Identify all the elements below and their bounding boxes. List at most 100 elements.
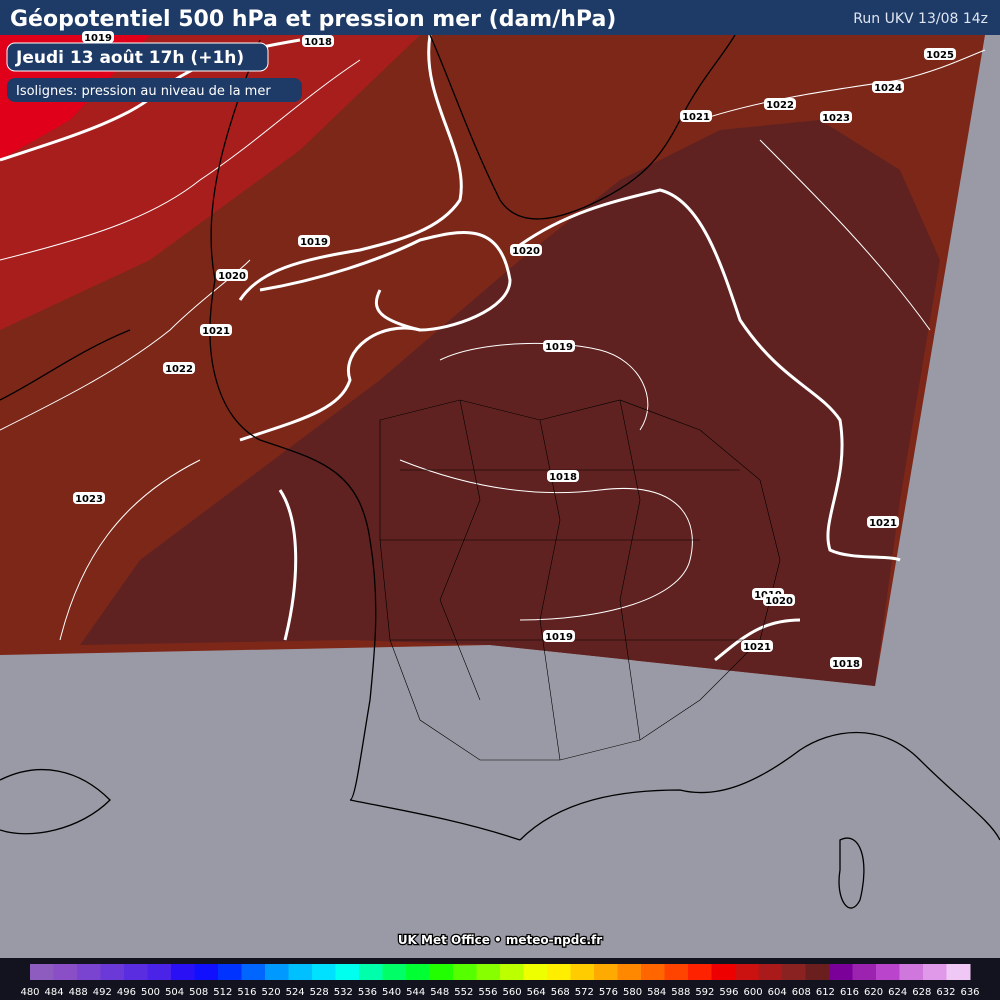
colorbar-swatch <box>100 964 125 980</box>
colorbar-label: 632 <box>936 987 955 998</box>
colorbar-label: 496 <box>117 987 136 998</box>
colorbar-label: 636 <box>960 987 979 998</box>
isobar-label-box <box>830 657 862 669</box>
isobar-label: 1021 <box>743 642 771 653</box>
isobar-label-box <box>216 269 248 281</box>
colorbar-swatch <box>570 964 595 980</box>
isobar <box>59 459 201 641</box>
isobar-label-box <box>543 630 575 642</box>
isobar-label: 1021 <box>682 112 710 123</box>
colorbar: 480 484 488 492 496 500 504 508 512 516 520 524 528 5… <box>20 964 980 998</box>
colorbar-label: 616 <box>840 987 859 998</box>
header-bar <box>0 0 1000 35</box>
isobar-label: 1022 <box>165 364 193 375</box>
colorbar-swatch <box>782 964 806 980</box>
coast <box>519 731 1000 841</box>
colorbar-swatch <box>500 964 524 980</box>
isobar-label-box <box>302 35 334 47</box>
colorbar-swatch <box>171 964 195 980</box>
colorbar-swatch <box>429 964 454 980</box>
colorbar-swatch <box>406 964 430 980</box>
isobar-label-box <box>510 244 542 256</box>
isobar-label: 1019 <box>84 33 112 44</box>
colorbar-label: 540 <box>382 987 401 998</box>
coast <box>209 39 521 841</box>
isobar-label-box <box>82 31 114 43</box>
isobar-label: 1019 <box>545 632 573 643</box>
coast <box>0 329 131 401</box>
colorbar-swatch <box>711 964 736 980</box>
colorbar-label: 532 <box>334 987 353 998</box>
isobar <box>519 188 901 562</box>
colorbar-label: 564 <box>527 987 546 998</box>
colorbar-label: 568 <box>551 987 570 998</box>
colorbar-label: 556 <box>478 987 497 998</box>
departments <box>379 399 781 761</box>
date-label: Jeudi 13 août 17h (+1h) <box>15 48 244 68</box>
colorbar-swatch <box>476 964 501 980</box>
colorbar-label: 524 <box>286 987 305 998</box>
subtitle: Isolignes: pression au niveau de la mer <box>16 84 271 99</box>
colorbar-label: 596 <box>719 987 738 998</box>
field-588 <box>0 35 420 330</box>
border <box>380 399 760 761</box>
colorbar-label: 628 <box>912 987 931 998</box>
colorbar-label: 600 <box>744 987 763 998</box>
colorbar-swatch <box>594 964 618 980</box>
isobar-label-box <box>867 516 899 528</box>
colorbar-label: 608 <box>792 987 811 998</box>
date-pill <box>6 42 269 72</box>
coast <box>0 768 111 835</box>
isobars <box>0 34 986 662</box>
colorbar-swatch <box>923 964 947 980</box>
colorbar-swatch <box>124 964 148 980</box>
colorbar-label: 500 <box>141 987 160 998</box>
colorbar-swatch <box>241 964 266 980</box>
isobar-label: 1019 <box>300 237 328 248</box>
coast <box>838 837 865 909</box>
colorbar-label: 612 <box>816 987 835 998</box>
colorbar-label: 560 <box>503 987 522 998</box>
isobar <box>759 139 931 331</box>
isobar-label-box <box>73 492 105 504</box>
colorbar-swatch <box>852 964 877 980</box>
isobar-label: 1018 <box>549 472 577 483</box>
colorbar-swatch <box>805 964 830 980</box>
isobar-label: 1025 <box>926 50 954 61</box>
isobar-label: 1018 <box>304 37 332 48</box>
colorbar-swatch <box>53 964 78 980</box>
colorbar-label: 516 <box>237 987 256 998</box>
colorbar-swatch <box>335 964 360 980</box>
isobar <box>399 459 693 621</box>
colorbar-swatch <box>288 964 313 980</box>
colorbar-swatch <box>876 964 900 980</box>
colorbar-label: 588 <box>671 987 690 998</box>
isobar <box>0 259 251 431</box>
colorbar-swatch <box>946 964 971 980</box>
colorbar-label: 572 <box>575 987 594 998</box>
isobar-label: 1020 <box>218 271 246 282</box>
colorbar-label: 484 <box>45 987 64 998</box>
isobar-label: 1023 <box>75 494 103 505</box>
colorbar-swatch <box>523 964 548 980</box>
colorbar-label: 580 <box>623 987 642 998</box>
isobar <box>714 618 801 662</box>
colorbar-label: 520 <box>261 987 280 998</box>
isobar-label-box <box>763 594 795 606</box>
coast <box>429 34 736 220</box>
colorbar-swatch <box>382 964 407 980</box>
colorbar-label: 584 <box>647 987 666 998</box>
isobar-label-box <box>764 98 796 110</box>
isobar-label: 1020 <box>765 596 793 607</box>
isobar-label-box <box>741 640 773 652</box>
colorbar-label: 604 <box>768 987 787 998</box>
colorbar-label: 504 <box>165 987 184 998</box>
colorbar-swatch <box>218 964 242 980</box>
colorbar-label: 528 <box>310 987 329 998</box>
isobar-label: 1024 <box>874 83 902 94</box>
colorbar-swatch <box>829 964 853 980</box>
isobar-label-box <box>680 110 712 122</box>
isobar-label: 1020 <box>512 246 540 257</box>
isobar-label: 1021 <box>202 326 230 337</box>
subtitle-pill <box>7 78 302 102</box>
